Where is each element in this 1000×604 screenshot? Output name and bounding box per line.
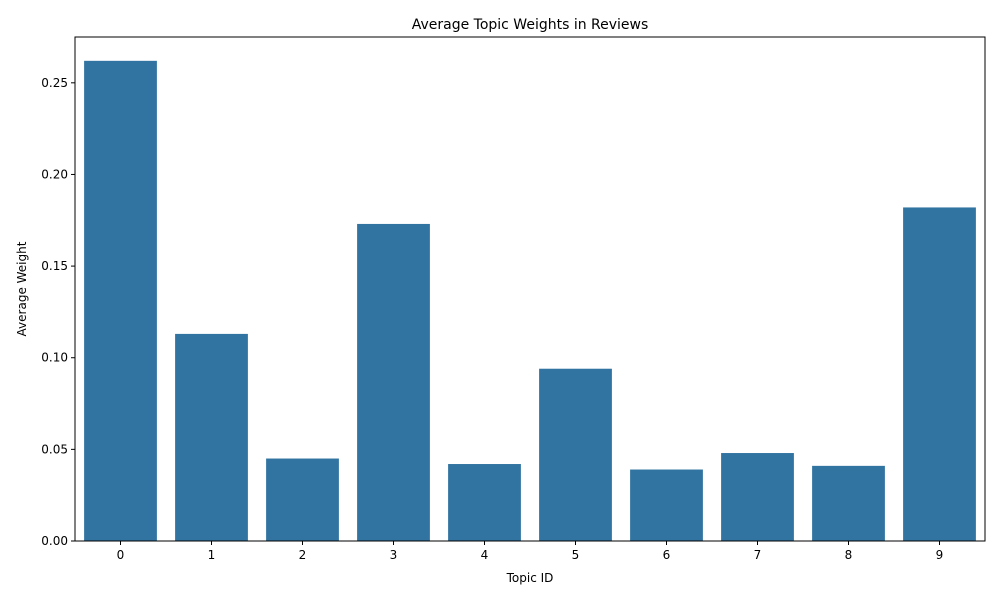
x-tick-label: 7 [754,548,762,562]
y-tick-label: 0.10 [41,351,68,365]
bar-topic-2 [266,458,339,541]
bar-topic-4 [448,464,521,541]
x-tick-label: 0 [117,548,125,562]
x-tick-label: 2 [299,548,307,562]
bar-topic-9 [903,207,976,541]
bar-topic-8 [812,465,885,541]
x-axis-ticks: 0 1 2 3 4 5 6 7 8 9 [117,541,944,562]
x-tick-label: 5 [572,548,580,562]
y-tick-label: 0.05 [41,442,68,456]
x-tick-label: 8 [845,548,853,562]
bar-topic-6 [630,469,703,541]
x-tick-label: 4 [481,548,489,562]
chart-title: Average Topic Weights in Reviews [412,17,649,33]
y-tick-label: 0.20 [41,167,68,181]
bar-topic-0 [84,60,157,542]
bar-topic-5 [539,368,612,541]
y-tick-label: 0.00 [41,534,68,548]
y-axis-label: Average Weight [15,241,29,336]
y-tick-label: 0.15 [41,259,68,273]
y-tick-label: 0.25 [41,76,68,90]
x-tick-label: 9 [936,548,944,562]
x-tick-label: 3 [390,548,398,562]
bar-topic-7 [721,453,794,541]
x-tick-label: 6 [663,548,671,562]
plot-frame [74,36,986,542]
x-tick-label: 1 [208,548,216,562]
bars-layer [84,60,976,542]
bar-topic-1 [175,333,248,541]
bar-topic-3 [357,223,430,542]
y-axis-ticks: 0.00 0.05 0.10 0.15 0.20 0.25 [41,76,75,548]
x-axis-label: Topic ID [506,571,554,585]
